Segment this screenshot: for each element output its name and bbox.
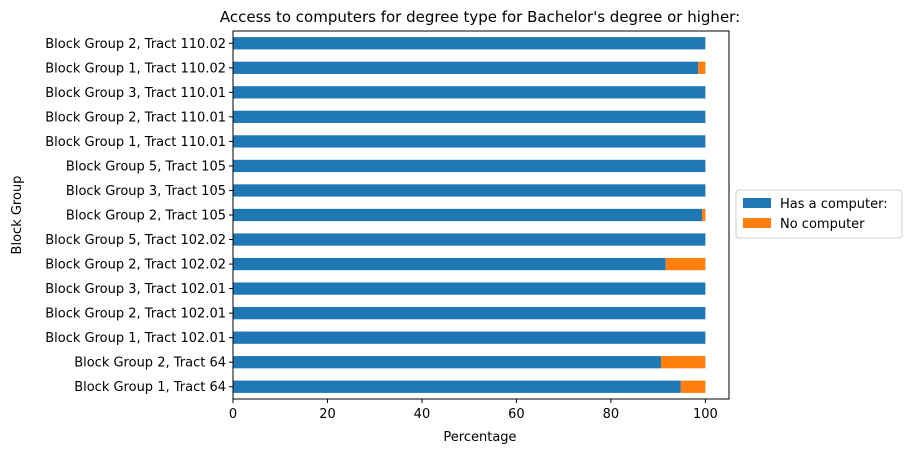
plot-frame [232,30,730,400]
bar-has-computer [233,184,706,197]
bar-has-computer [233,110,706,123]
x-axis-ticks: 0 20 40 60 80 100 [229,399,718,422]
y-tick-label: Block Group 5, Tract 105 [66,159,226,174]
y-axis-label: Block Group [10,176,25,255]
y-tick-label: Block Group 3, Tract 102.01 [45,282,226,297]
y-tick-label: Block Group 3, Tract 110.01 [45,86,226,101]
x-tick-label: 80 [603,407,620,422]
y-tick-label: Block Group 1, Tract 110.02 [45,61,226,76]
bar-has-computer [233,356,661,369]
x-axis-label: Percentage [443,430,516,445]
x-tick-label: 100 [693,407,718,422]
y-tick-label: Block Group 1, Tract 64 [74,380,226,395]
legend-label: Has a computer: [780,197,888,212]
bar-has-computer [233,331,706,344]
bar-has-computer [233,257,666,271]
y-tick-label: Block Group 1, Tract 110.01 [45,135,226,150]
bars-group [233,37,706,393]
legend-swatch [743,198,771,208]
y-axis-ticks: Block Group 1, Tract 64 Block Group 2, Tr… [45,37,233,395]
y-tick-label: Block Group 2, Tract 102.02 [45,258,226,273]
bar-has-computer [233,61,699,74]
legend-box [735,189,903,239]
y-tick-label: Block Group 1, Tract 102.01 [45,331,226,346]
bar-no-computer [698,61,706,74]
x-tick-label: 20 [319,407,336,422]
y-tick-label: Block Group 2, Tract 64 [74,356,226,371]
bar-has-computer [233,37,706,50]
x-tick-label: 0 [229,407,237,422]
x-tick-label: 60 [508,407,525,422]
bar-no-computer [680,380,706,393]
bar-has-computer [233,159,706,173]
bar-has-computer [233,208,703,222]
bar-has-computer [233,307,706,320]
y-tick-label: Block Group 3, Tract 105 [66,184,226,199]
bar-no-computer [665,257,706,271]
y-tick-label: Block Group 2, Tract 110.01 [45,110,226,125]
y-tick-label: Block Group 2, Tract 105 [66,209,226,224]
legend-swatch [743,218,771,228]
bar-no-computer [702,208,706,222]
x-tick-label: 40 [414,407,431,422]
bar-has-computer [233,233,706,246]
y-tick-label: Block Group 5, Tract 102.02 [45,233,226,248]
bar-has-computer [233,86,706,99]
y-tick-label: Block Group 2, Tract 110.02 [45,37,226,52]
bar-has-computer [233,282,706,295]
chart-title: Access to computers for degree type for … [220,8,740,26]
bar-has-computer [233,380,681,393]
legend-label: No computer [780,217,865,232]
legend: Has a computer: No computer [735,189,903,239]
y-tick-label: Block Group 2, Tract 102.01 [45,307,226,322]
bar-has-computer [233,135,706,148]
bar-no-computer [660,356,706,369]
